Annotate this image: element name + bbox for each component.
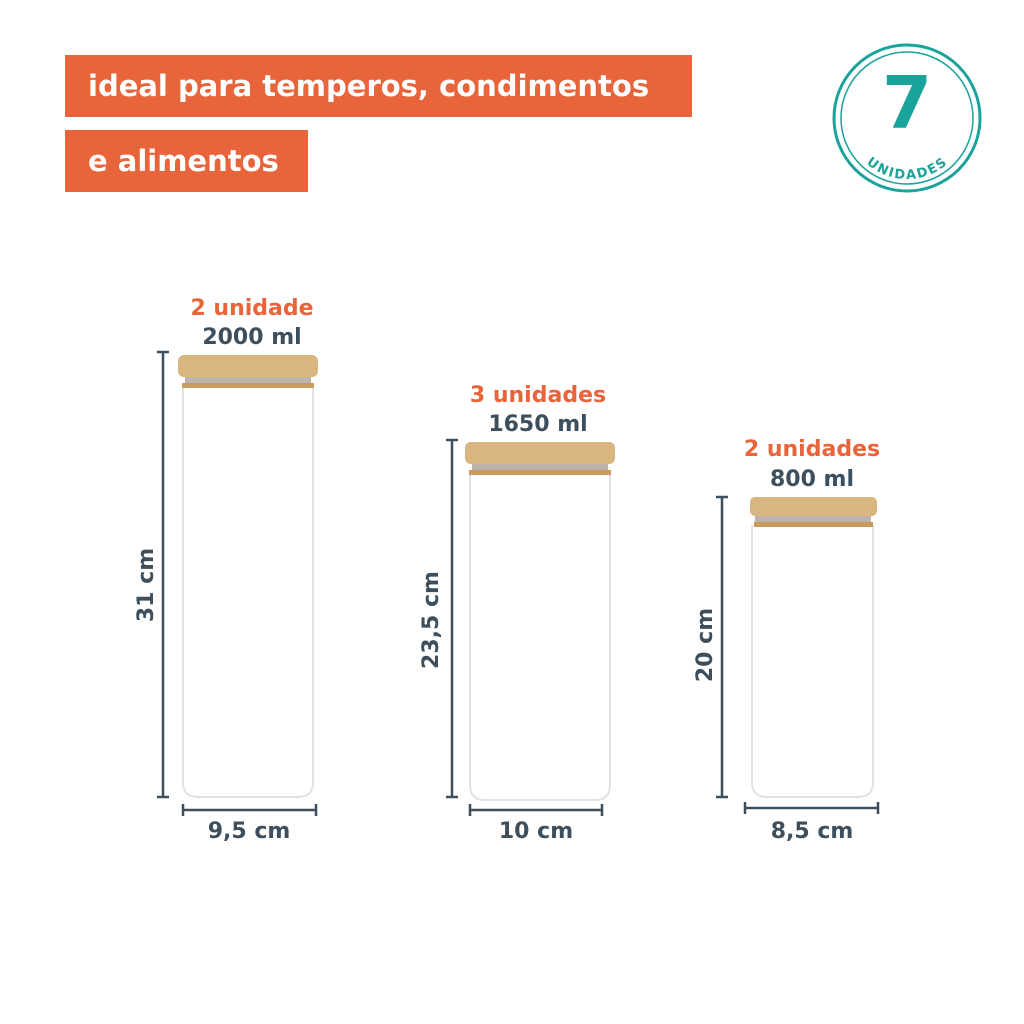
jar: 2 unidade 2000 ml 31 cm 9,5 cm (134, 296, 318, 844)
jar: 2 unidades 800 ml 20 cm 8,5 cm (693, 437, 880, 844)
jar-capacity: 2000 ml (202, 325, 301, 350)
badge-label: UNIDADES (864, 154, 950, 182)
jar-lid (750, 497, 877, 516)
jar-lid-ring (182, 383, 314, 388)
banner-bar (65, 55, 692, 117)
banner-line: e alimentos (88, 144, 279, 178)
jar-capacity: 800 ml (770, 467, 854, 492)
banner-bar (65, 130, 308, 192)
badge-count: 7 (882, 61, 932, 145)
jar-width: 10 cm (499, 819, 573, 844)
jar-height: 20 cm (693, 608, 718, 682)
jar: 3 unidades 1650 ml 23,5 cm 10 cm (419, 383, 615, 844)
jar-height: 23,5 cm (419, 571, 444, 669)
jar-quantity: 2 unidade (190, 296, 313, 321)
banner-line: ideal para temperos, condimentos (88, 69, 649, 103)
jar-lid-ring (469, 470, 611, 475)
badge-ring (832, 43, 982, 193)
jar-width: 9,5 cm (208, 819, 291, 844)
jar-quantity: 2 unidades (744, 437, 880, 462)
badge-label-path: UNIDADES (864, 154, 949, 182)
badge: 7 UNIDADES (832, 43, 982, 193)
jar-quantity: 3 unidades (470, 383, 606, 408)
jar-capacity: 1650 ml (488, 412, 587, 437)
jar-lid (465, 442, 615, 464)
badge-ring (840, 51, 974, 185)
jar-lid-ring (754, 522, 873, 527)
jar-height: 31 cm (134, 548, 159, 622)
jar-lid (178, 355, 318, 377)
jar-glass (751, 525, 874, 798)
jar-glass (469, 472, 611, 801)
jar-width: 8,5 cm (771, 819, 854, 844)
jar-glass (182, 385, 314, 798)
